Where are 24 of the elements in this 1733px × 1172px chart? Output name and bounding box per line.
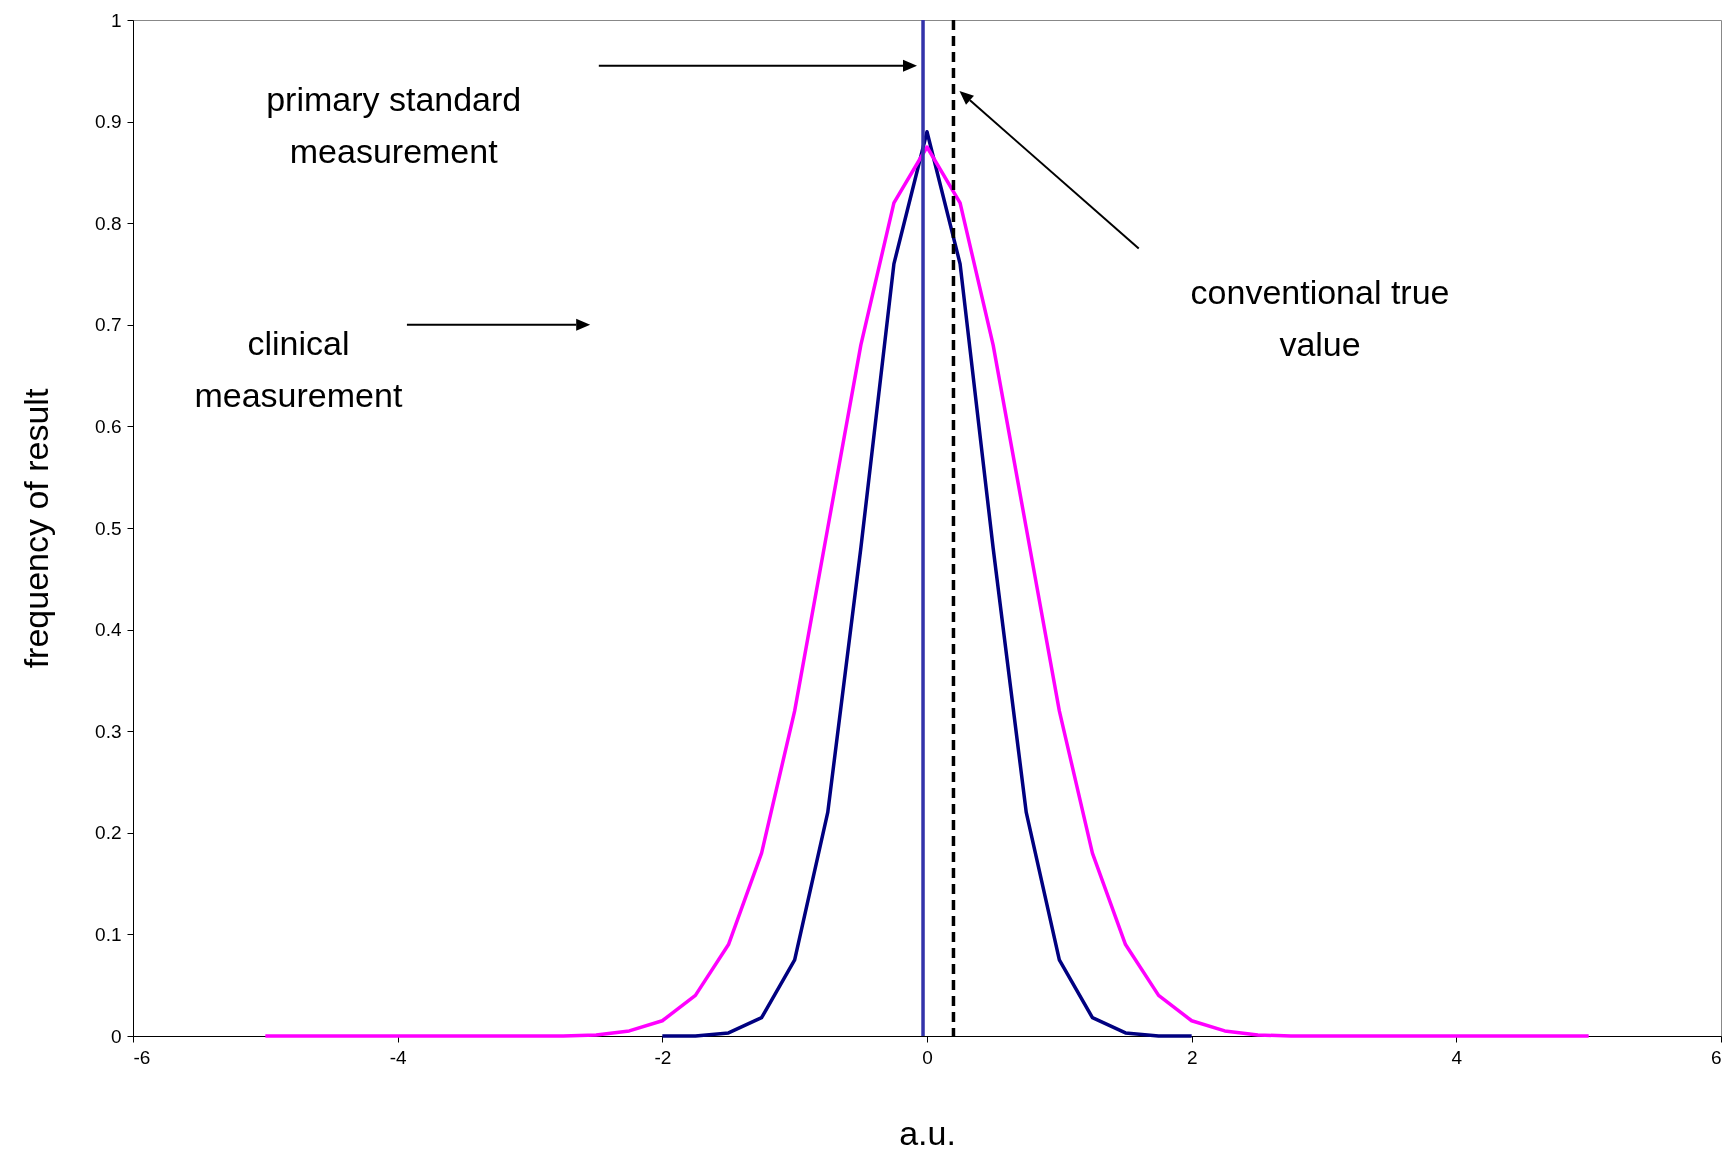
y-tick-label: 0 xyxy=(110,1025,122,1047)
x-tick-label: 6 xyxy=(1710,1046,1722,1068)
x-tick-label: 2 xyxy=(1186,1046,1198,1068)
y-tick-label: 1 xyxy=(110,9,122,31)
annotation: clinical measurement xyxy=(194,324,403,415)
x-tick-label: -4 xyxy=(389,1046,408,1068)
y-tick-label: 0.9 xyxy=(95,111,122,133)
x-axis-title: a.u. xyxy=(899,1113,956,1152)
y-tick-label: 0.8 xyxy=(95,212,122,234)
y-tick-label: 0.6 xyxy=(95,415,122,437)
y-tick-label: 0.7 xyxy=(95,314,122,336)
y-axis-title: frequency of result xyxy=(17,388,56,669)
y-tick-label: 0.1 xyxy=(95,923,122,945)
y-tick-label: 0.5 xyxy=(95,517,122,539)
y-tick-label: 0.3 xyxy=(95,720,122,742)
x-tick-label: 4 xyxy=(1451,1046,1463,1068)
x-tick-label: -2 xyxy=(654,1046,672,1068)
x-tick-label: 0 xyxy=(922,1046,933,1068)
y-tick-label: 0.2 xyxy=(95,822,122,844)
line-series xyxy=(660,130,1194,1038)
y-tick-label: 0.4 xyxy=(95,619,122,641)
x-tick-label: -6 xyxy=(133,1046,151,1068)
annotation: conventional true value xyxy=(1190,273,1450,364)
annotation: primary standard measurement xyxy=(266,80,522,171)
